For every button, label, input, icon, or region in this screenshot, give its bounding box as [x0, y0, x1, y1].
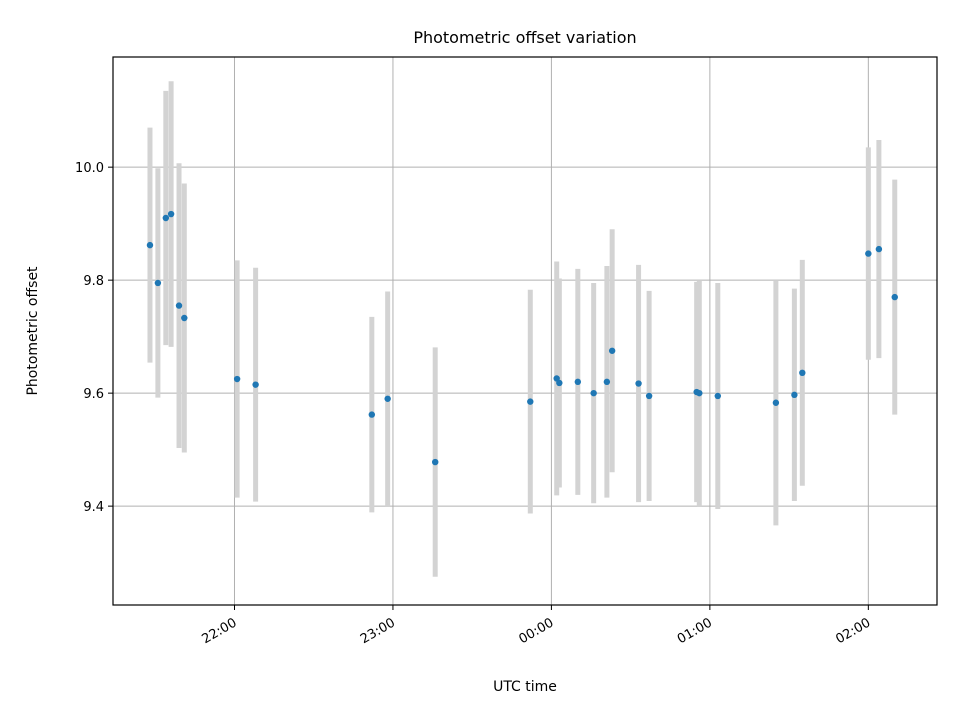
data-point	[875, 245, 883, 253]
data-point	[772, 399, 780, 406]
data-point	[608, 347, 616, 354]
data-point	[696, 389, 703, 397]
y-axis: 9.4 9.6 9.8 10.0	[75, 161, 113, 515]
y-tick-label: 10.0	[75, 161, 104, 176]
y-tick-label: 9.4	[83, 500, 104, 515]
data-point	[891, 293, 898, 301]
data-point	[603, 378, 611, 386]
data-point	[146, 241, 154, 249]
data-point	[714, 392, 721, 400]
data-point	[791, 391, 798, 399]
plot-area-frame	[112, 56, 938, 606]
data-point	[574, 378, 582, 386]
data-point	[590, 389, 597, 397]
chart-title: Photometric offset variation	[413, 28, 636, 47]
data-point	[181, 314, 188, 322]
data-point	[252, 381, 259, 388]
data-point	[368, 411, 376, 418]
y-axis-label: Photometric offset	[25, 266, 41, 396]
data-point	[556, 379, 563, 387]
data-point	[175, 302, 183, 309]
data-point	[645, 392, 653, 400]
x-axis-label: UTC time	[493, 679, 557, 695]
y-tick-label: 9.8	[83, 274, 104, 289]
data-point	[865, 250, 872, 257]
data-point	[527, 398, 534, 405]
data-point	[384, 395, 391, 402]
data-point	[432, 458, 439, 466]
data-points	[146, 210, 898, 466]
y-tick-label: 9.6	[83, 387, 104, 402]
data-point	[233, 375, 241, 383]
data-point	[635, 380, 642, 387]
data-point	[799, 369, 806, 377]
data-point	[154, 279, 162, 287]
data-point	[162, 214, 170, 222]
data-point	[167, 210, 175, 218]
